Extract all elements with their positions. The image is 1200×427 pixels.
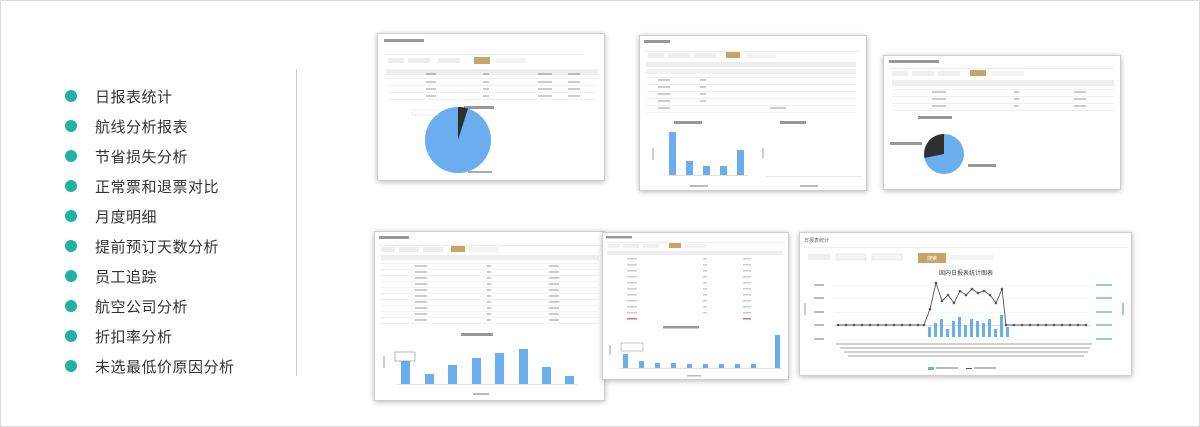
thumbnail-route-bars[interactable] xyxy=(639,35,867,191)
menu-item-lowest-fare-reason[interactable]: 未选最低价原因分析 xyxy=(65,351,235,381)
thumbnail-monthly-bars-graphic xyxy=(379,236,601,395)
thumbnail-daily-report-graphic: 日报表统计 搜索 国内日报表统计图表 xyxy=(804,237,1128,370)
thumbnail-refund-pie-graphic xyxy=(889,60,1115,174)
thumbnail-route-bars-graphic xyxy=(644,40,862,187)
menu-item-daily-report[interactable]: 日报表统计 xyxy=(65,81,235,111)
menu-item-employee-tracking[interactable]: 员工追踪 xyxy=(65,261,235,291)
bullet-icon xyxy=(65,300,77,312)
thumbnail-savings-pie[interactable] xyxy=(377,33,605,181)
bullet-icon xyxy=(65,270,77,282)
daily-search-button[interactable]: 搜索 xyxy=(927,255,937,262)
report-menu: 日报表统计 航线分析报表 节省损失分析 正常票和退票对比 月度明细 提前预订天数… xyxy=(65,81,235,381)
daily-chart-title: 日报表统计 xyxy=(804,237,829,244)
thumbnail-advance-booking-graphic xyxy=(606,236,786,377)
menu-item-monthly-detail[interactable]: 月度明细 xyxy=(65,201,235,231)
vertical-divider xyxy=(296,69,297,376)
bullet-icon xyxy=(65,360,77,372)
thumbnail-daily-report[interactable]: 日报表统计 搜索 国内日报表统计图表 xyxy=(799,232,1132,376)
bullet-icon xyxy=(65,90,77,102)
bullet-icon xyxy=(65,240,77,252)
menu-item-normal-vs-refund[interactable]: 正常票和退票对比 xyxy=(65,171,235,201)
menu-item-savings-loss[interactable]: 节省损失分析 xyxy=(65,141,235,171)
bullet-icon xyxy=(65,210,77,222)
bullet-icon xyxy=(65,120,77,132)
thumbnail-monthly-bars[interactable] xyxy=(374,231,605,401)
menu-item-discount-rate[interactable]: 折扣率分析 xyxy=(65,321,235,351)
thumbnail-savings-pie-graphic xyxy=(384,39,598,173)
thumbnail-refund-pie[interactable] xyxy=(883,55,1121,190)
menu-item-advance-booking[interactable]: 提前预订天数分析 xyxy=(65,231,235,261)
bullet-icon xyxy=(65,150,77,162)
daily-plot-title: 国内日报表统计图表 xyxy=(939,269,993,277)
bullet-icon xyxy=(65,180,77,192)
thumbnail-advance-booking[interactable] xyxy=(602,232,789,380)
bullet-icon xyxy=(65,330,77,342)
menu-item-airline-analysis[interactable]: 航空公司分析 xyxy=(65,291,235,321)
menu-item-route-analysis[interactable]: 航线分析报表 xyxy=(65,111,235,141)
